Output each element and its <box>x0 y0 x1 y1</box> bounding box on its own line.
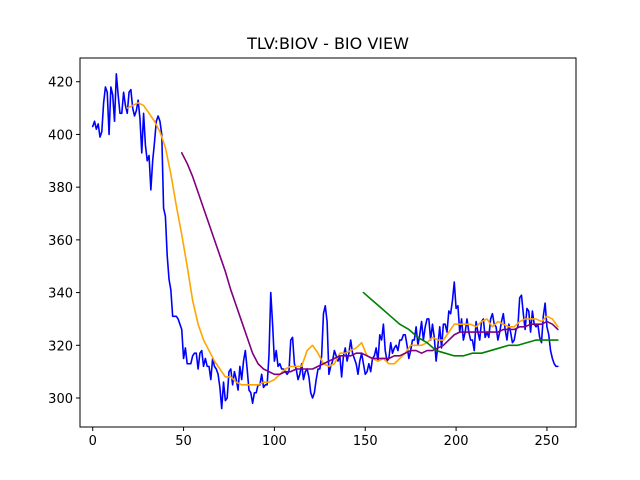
y-tick-label: 360 <box>48 234 73 249</box>
series-layer <box>91 73 559 410</box>
x-tick-label: 100 <box>262 434 287 449</box>
y-tick-label: 420 <box>48 76 73 91</box>
x-tick-label: 50 <box>175 434 192 449</box>
plot-frame <box>79 57 577 428</box>
series-line-1 <box>126 102 559 386</box>
y-tick-label: 380 <box>48 181 73 196</box>
x-axis: 0 50 100 150 200 250 <box>89 427 560 449</box>
x-tick-label: 150 <box>353 434 378 449</box>
chart-title: TLV:BIOV - BIO VIEW <box>246 34 409 53</box>
series-line-2 <box>180 152 559 376</box>
y-tick-label: 300 <box>48 392 73 407</box>
series-line-0 <box>91 73 559 410</box>
y-axis: 300 320 340 360 380 400 420 <box>48 76 80 407</box>
x-tick-label: 200 <box>444 434 469 449</box>
x-tick-label: 0 <box>89 434 97 449</box>
series-line-3 <box>362 291 559 357</box>
y-tick-label: 400 <box>48 128 73 143</box>
y-tick-label: 340 <box>48 287 73 302</box>
y-tick-label: 320 <box>48 339 73 354</box>
x-tick-label: 250 <box>535 434 560 449</box>
